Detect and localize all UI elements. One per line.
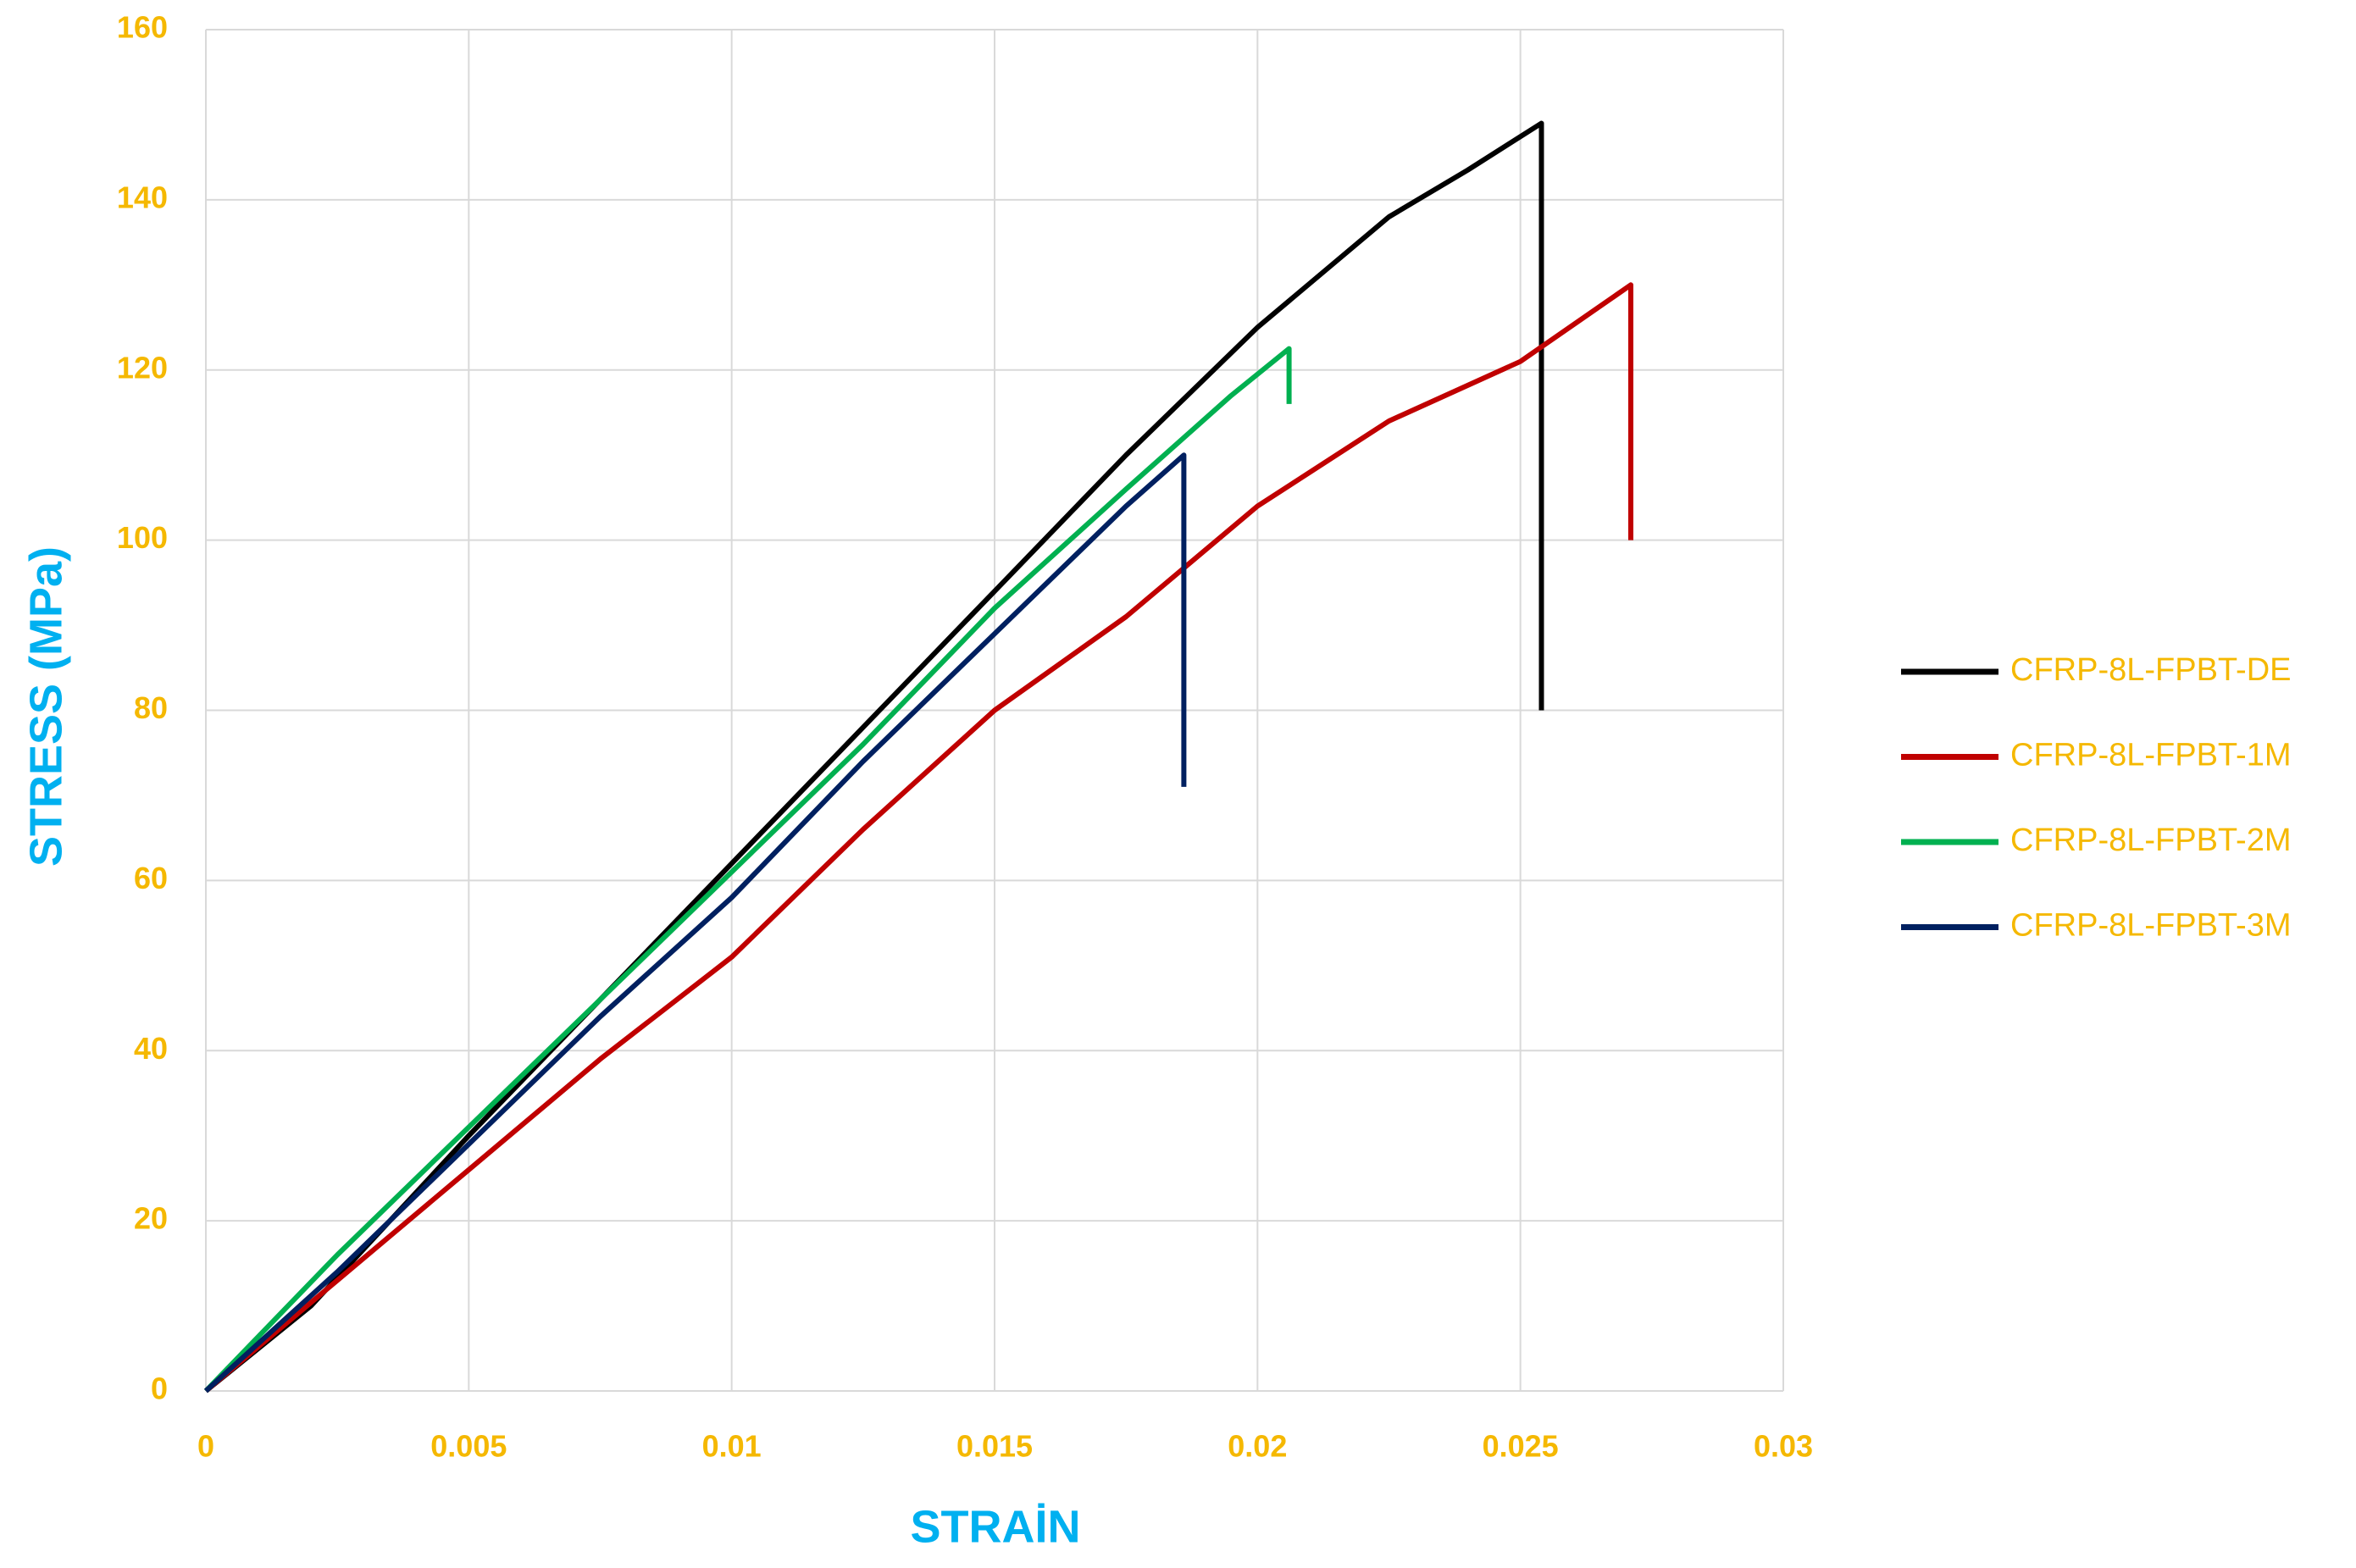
- x-axis-title: STRAİN: [911, 1501, 1081, 1552]
- y-tick-label: 40: [134, 1031, 168, 1066]
- y-tick-label: 0: [151, 1371, 168, 1406]
- legend-label: CFRP-8L-FPBT-1M: [2010, 738, 2291, 773]
- legend-label: CFRP-8L-FPBT-3M: [2010, 908, 2291, 944]
- y-tick-label: 20: [134, 1201, 168, 1236]
- legend-label: CFRP-8L-FPBT-2M: [2010, 823, 2291, 858]
- x-tick-label: 0.005: [430, 1429, 507, 1464]
- x-tick-label: 0.02: [1228, 1429, 1287, 1464]
- y-tick-label: 60: [134, 861, 168, 895]
- y-tick-label: 120: [117, 350, 168, 385]
- x-tick-label: 0.03: [1754, 1429, 1813, 1464]
- x-tick-label: 0.025: [1483, 1429, 1559, 1464]
- legend-label: CFRP-8L-FPBT-DE: [2010, 652, 2291, 688]
- series-line: [203, 346, 1292, 1393]
- y-tick-label: 100: [117, 520, 168, 555]
- x-tick-label: 0: [197, 1429, 214, 1464]
- series-line: [204, 282, 1633, 1393]
- y-axis-title: STRESS (MPa): [20, 546, 71, 867]
- series-line: [203, 452, 1187, 1393]
- series-line: [204, 120, 1544, 1393]
- y-tick-label: 160: [117, 10, 168, 45]
- y-tick-label: 140: [117, 180, 168, 214]
- y-tick-label: 80: [134, 690, 168, 725]
- x-tick-label: 0.015: [956, 1429, 1033, 1464]
- x-tick-label: 0.01: [702, 1429, 762, 1464]
